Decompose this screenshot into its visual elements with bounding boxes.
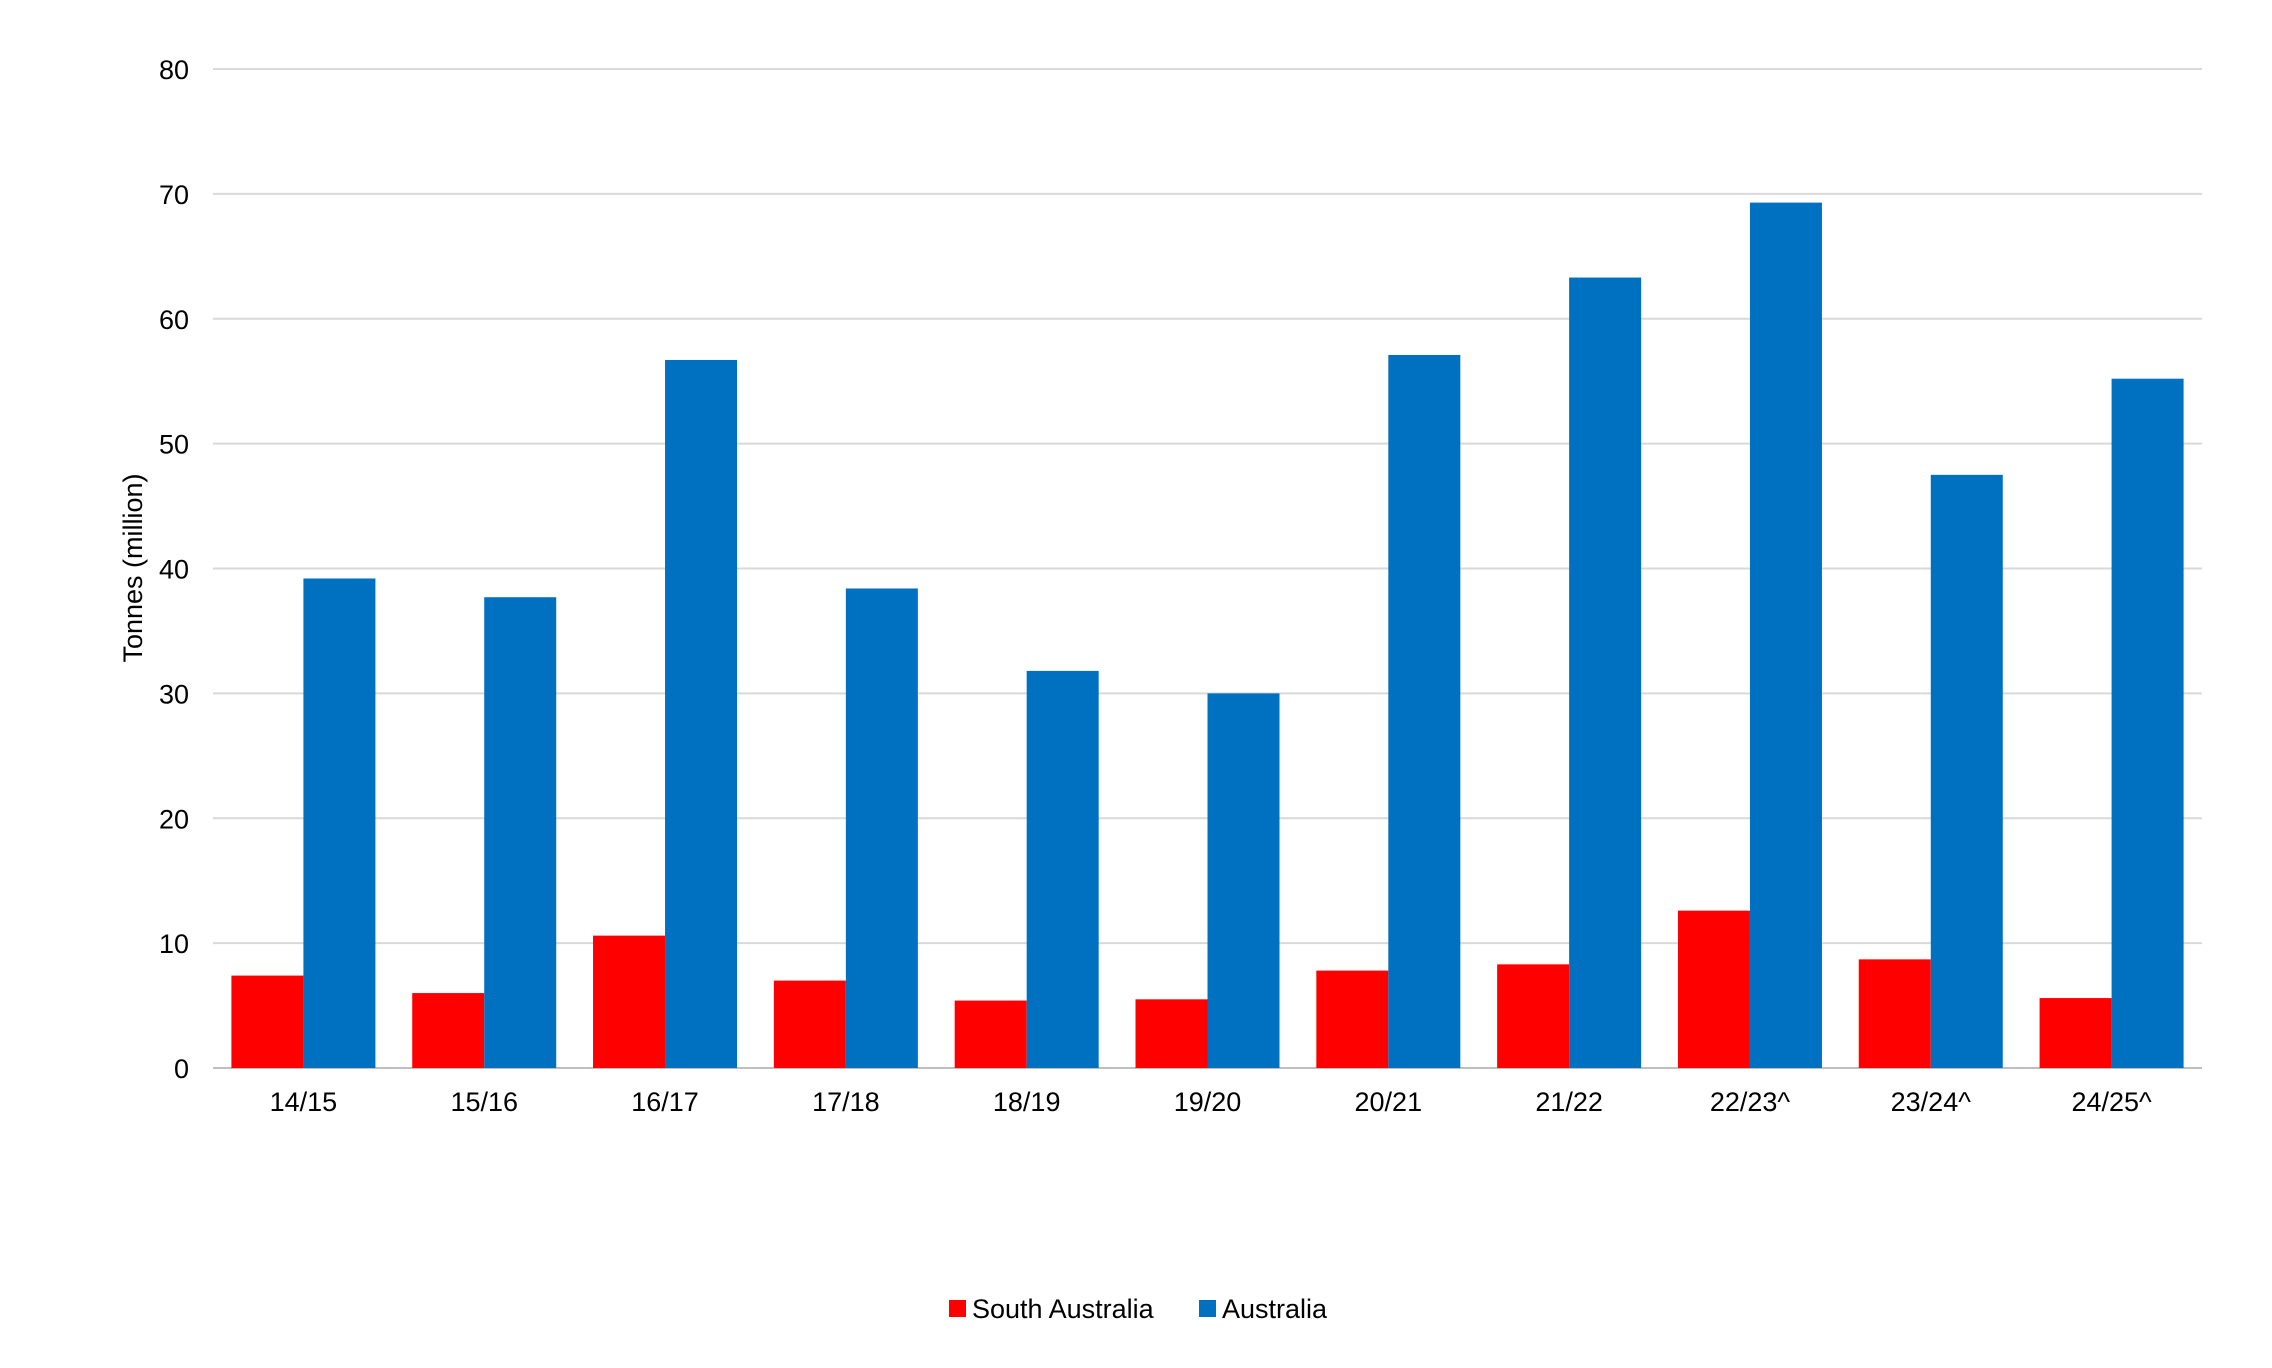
y-tick-label: 40: [159, 555, 189, 585]
y-tick-label: 80: [159, 55, 189, 85]
bars: [231, 202, 2184, 1068]
x-tick-label: 16/17: [631, 1087, 699, 1117]
x-axis-ticks: 14/15 15/16 16/17 17/18 18/19 19/20 20/21 21/22…: [270, 1087, 2152, 1117]
bar-south-australia: [412, 993, 485, 1068]
y-tick-label: 20: [159, 804, 189, 834]
bar-australia: [665, 359, 738, 1068]
legend-swatch: [1199, 1300, 1216, 1317]
legend-swatch: [949, 1300, 966, 1317]
bar-australia: [1207, 693, 1280, 1068]
bar-south-australia: [1497, 964, 1570, 1068]
legend-label: South Australia: [972, 1294, 1155, 1324]
bar-south-australia: [1316, 970, 1389, 1068]
x-tick-label: 15/16: [450, 1087, 518, 1117]
y-tick-label: 10: [159, 929, 189, 959]
bar-south-australia: [231, 975, 304, 1068]
bar-australia: [1388, 354, 1461, 1068]
x-tick-label: 23/24^: [1891, 1087, 1972, 1117]
x-tick-label: 17/18: [812, 1087, 880, 1117]
legend: South Australia Australia: [949, 1294, 1328, 1324]
y-tick-label: 0: [174, 1054, 189, 1084]
bar-australia: [1026, 670, 1099, 1068]
x-tick-label: 20/21: [1355, 1087, 1423, 1117]
bar-australia: [845, 588, 918, 1068]
bar-australia: [1749, 202, 1822, 1068]
bar-south-australia: [593, 935, 666, 1068]
bar-australia: [2111, 378, 2184, 1068]
bar-south-australia: [954, 1000, 1027, 1068]
y-axis-title: Tonnes (million): [118, 473, 148, 662]
bar-australia: [1569, 277, 1642, 1068]
x-tick-label: 19/20: [1174, 1087, 1242, 1117]
x-tick-label: 21/22: [1535, 1087, 1603, 1117]
y-axis-ticks: 0 10 20 30 40 50 60 70 80: [159, 55, 189, 1084]
x-tick-label: 24/25^: [2071, 1087, 2152, 1117]
y-tick-label: 30: [159, 679, 189, 709]
bar-south-australia: [1677, 910, 1750, 1068]
x-tick-label: 22/23^: [1710, 1087, 1791, 1117]
y-tick-label: 50: [159, 430, 189, 460]
x-tick-label: 14/15: [270, 1087, 338, 1117]
bar-south-australia: [2039, 998, 2112, 1068]
bar-south-australia: [773, 980, 846, 1068]
bar-south-australia: [1858, 959, 1931, 1068]
legend-label: Australia: [1222, 1294, 1328, 1324]
y-tick-label: 60: [159, 305, 189, 335]
bar-australia: [303, 578, 376, 1068]
bar-australia: [1930, 474, 2003, 1068]
bar-australia: [484, 597, 557, 1068]
y-tick-label: 70: [159, 180, 189, 210]
bar-south-australia: [1135, 999, 1208, 1068]
x-tick-label: 18/19: [993, 1087, 1061, 1117]
